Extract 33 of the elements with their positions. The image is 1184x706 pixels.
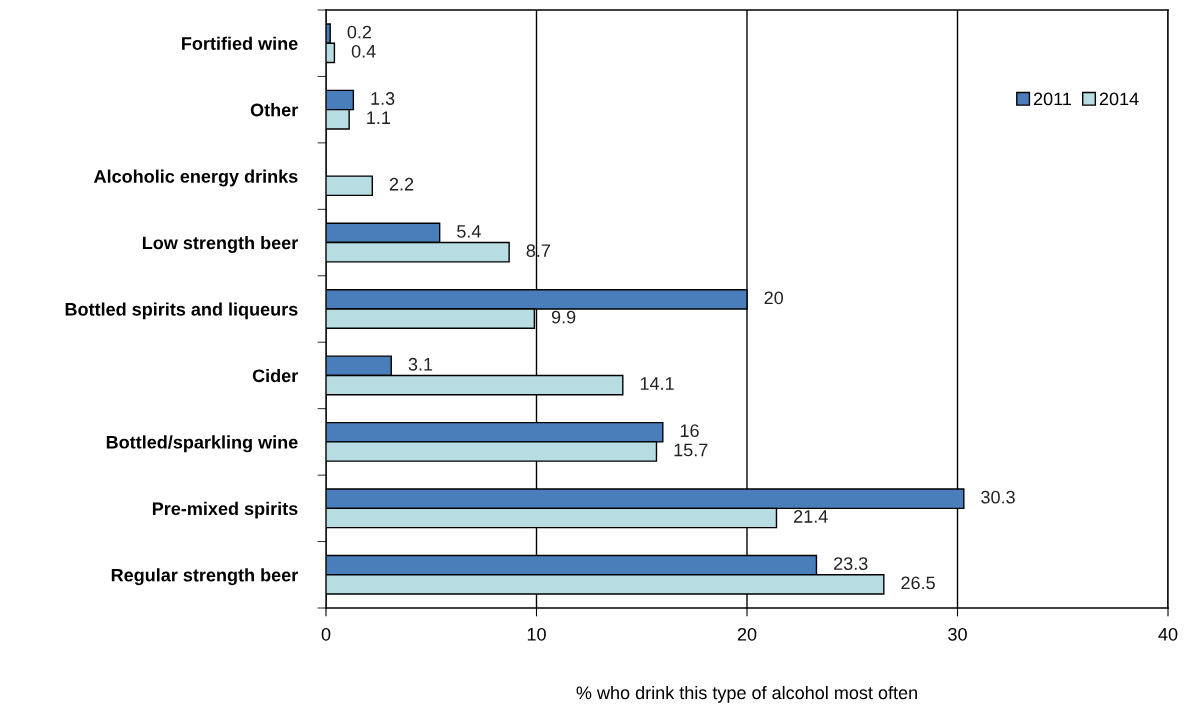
y-tick-label: Fortified wine <box>182 36 298 50</box>
data-label: 1.3 <box>371 92 395 105</box>
data-label: 1.1 <box>367 111 391 124</box>
data-label: 30.3 <box>981 490 1015 504</box>
x-axis-title: % who drink this type of alcohol most often <box>576 685 917 703</box>
data-label: 5.4 <box>457 225 481 238</box>
y-tick-label: Regular strength beer <box>111 568 298 586</box>
data-label: 9.9 <box>551 310 576 324</box>
y-tick-label: Alcoholic energy drinks <box>94 169 298 187</box>
data-label: 21.4 <box>794 510 828 523</box>
y-tick-label: Pre-mixed spirits <box>152 501 298 519</box>
data-label: 0.4 <box>351 44 376 58</box>
x-tick-label: 10 <box>527 627 546 641</box>
x-tick-label: 20 <box>737 627 757 641</box>
data-label: 15.7 <box>674 443 708 457</box>
data-label: 26.5 <box>901 576 935 590</box>
y-tick-label: Bottled/sparkling wine <box>106 435 298 453</box>
data-label: 2.2 <box>389 177 414 191</box>
x-tick-label: 0 <box>321 627 331 641</box>
data-label: 23.3 <box>834 557 868 570</box>
y-tick-label: Low strength beer <box>142 236 298 253</box>
x-tick-label: 30 <box>948 627 967 641</box>
x-tick-label: 40 <box>1158 627 1178 641</box>
data-label: 0.2 <box>347 25 372 39</box>
data-label: 20 <box>764 291 784 305</box>
y-tick-label: Cider <box>252 368 298 383</box>
data-label: 14.1 <box>640 377 674 390</box>
data-label: 16 <box>680 424 699 438</box>
data-label: 3.1 <box>408 357 433 371</box>
y-tick-label: Bottled spirits and liqueurs <box>65 302 298 320</box>
legend-label: 2014 <box>1099 92 1139 106</box>
legend-label: 2011 <box>1033 92 1071 106</box>
y-tick-label: Other <box>250 103 298 117</box>
